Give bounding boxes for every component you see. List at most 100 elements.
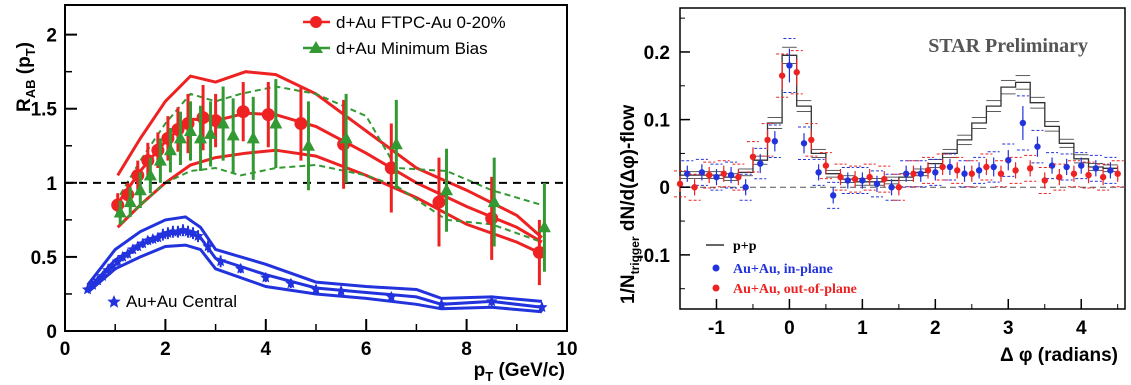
y-tick-label: 0 (46, 322, 57, 343)
left-chart: 0 2 4 6 8 10 0 0.5 1 1.5 2 d+Au FTPC-Au 0-20% d+Au… (14, 5, 578, 384)
legend-marker-auau (107, 295, 120, 308)
right-chart: -1 0 1 2 3 4 -0.1 0 0.1 0.2 STAR Preliminary p+p … (618, 8, 1125, 366)
legend-ftpc: d+Au FTPC-Au 0-20% (336, 13, 506, 32)
data-point-outplane (735, 174, 741, 180)
x-tick-label: 0 (784, 318, 795, 339)
data-point-inplane (932, 169, 938, 175)
right-x-axis-title: Δ φ (radians) (1000, 345, 1118, 366)
data-point-outplane (1027, 165, 1033, 171)
data-point-inplane (976, 167, 982, 173)
data-point-inplane (801, 140, 807, 146)
data-point-inplane (918, 171, 924, 177)
x-tick-label: 4 (1076, 318, 1087, 339)
data-point-inplane (845, 177, 851, 183)
data-point-ftpc (197, 111, 210, 124)
legend-outplane: Au+Au, out-of-plane (733, 282, 857, 297)
data-point-outplane (808, 137, 814, 143)
data-point-inplane (961, 171, 967, 177)
data-point-inplane (757, 160, 763, 166)
data-point-inplane (728, 172, 734, 178)
data-point-minbias (227, 128, 240, 140)
data-point-outplane (750, 154, 756, 160)
data-point-ftpc (131, 169, 144, 182)
band-0-lower (118, 150, 542, 254)
y-tick-label: 0.1 (644, 111, 671, 132)
data-point-inplane (1034, 143, 1040, 149)
x-tick-label: 8 (461, 339, 472, 360)
data-point-outplane (823, 162, 829, 168)
x-tick-label: 2 (160, 339, 171, 360)
data-point-outplane (910, 171, 916, 177)
data-point-inplane (1078, 162, 1084, 168)
data-point-outplane (1115, 171, 1121, 177)
data-point-outplane (691, 184, 697, 190)
data-point-inplane (1063, 164, 1069, 170)
x-tick-label: 6 (361, 339, 372, 360)
data-point-outplane (1012, 167, 1018, 173)
data-point-inplane (772, 138, 778, 144)
data-point-inplane (684, 171, 690, 177)
data-point-ftpc (151, 144, 164, 157)
data-point-inplane (786, 62, 792, 68)
data-point-inplane (713, 174, 719, 180)
data-point-inplane (830, 192, 836, 198)
data-point-inplane (1093, 165, 1099, 171)
data-point-ftpc (294, 117, 307, 130)
data-point-outplane (1042, 177, 1048, 183)
y-tick-label: 0.2 (644, 43, 670, 64)
data-point-minbias (302, 139, 315, 151)
data-point-minbias (144, 168, 157, 180)
data-point-ftpc (141, 154, 154, 167)
data-point-ftpc (161, 132, 174, 145)
data-point-minbias (134, 183, 147, 195)
data-point-outplane (939, 164, 945, 170)
left-y-axis-title: RAB (pT) (14, 42, 38, 112)
data-point-outplane (925, 167, 931, 173)
data-point-outplane (896, 184, 902, 190)
data-point-minbias (340, 131, 353, 143)
data-point-inplane (947, 164, 953, 170)
y-tick-label: -0.1 (637, 246, 670, 267)
data-point-minbias (440, 183, 453, 195)
right-chart-title: STAR Preliminary (928, 35, 1088, 57)
legend-marker-outplane (713, 285, 720, 292)
legend-auau: Au+Au Central (126, 292, 237, 311)
data-point-inplane (990, 164, 996, 170)
data-point-outplane (1071, 171, 1077, 177)
data-point-ftpc (237, 105, 250, 118)
right-data-series (674, 38, 1124, 208)
x-tick-label: 3 (1003, 318, 1014, 339)
legend-inplane: Au+Au, in-plane (733, 262, 833, 277)
data-point-inplane (742, 184, 748, 190)
data-point-inplane (888, 184, 894, 190)
legend-marker-ftpc (310, 16, 322, 28)
data-point-inplane (903, 171, 909, 177)
data-point-minbias (247, 131, 260, 143)
data-point-outplane (837, 174, 843, 180)
right-legend: p+p Au+Au, in-plane Au+Au, out-of-plane (706, 239, 857, 297)
data-point-outplane (998, 171, 1004, 177)
data-point-inplane (815, 169, 821, 175)
data-point-ftpc (262, 108, 275, 121)
data-point-outplane (677, 181, 683, 187)
data-point-ftpc (485, 212, 498, 225)
data-point-ftpc (432, 196, 445, 209)
y-tick-label: 1 (46, 174, 57, 195)
left-uncertainty-bands (88, 72, 542, 312)
x-tick-label: 1 (857, 318, 868, 339)
data-point-inplane (1020, 120, 1026, 126)
x-tick-label: 10 (556, 339, 577, 360)
data-point-minbias (164, 143, 177, 155)
x-tick-label: 2 (930, 318, 941, 339)
data-point-outplane (706, 172, 712, 178)
legend-minbias: d+Au Minimum Bias (336, 39, 488, 58)
y-tick-label: 2 (46, 26, 57, 47)
data-point-outplane (721, 171, 727, 177)
right-y-axis-title: 1/Ntrigger dN/d(Δφ)-flow (618, 104, 642, 304)
data-point-outplane (764, 137, 770, 143)
data-point-outplane (794, 69, 800, 75)
data-point-inplane (874, 181, 880, 187)
legend-marker-inplane (713, 265, 720, 272)
y-tick-label: 0 (659, 178, 670, 199)
